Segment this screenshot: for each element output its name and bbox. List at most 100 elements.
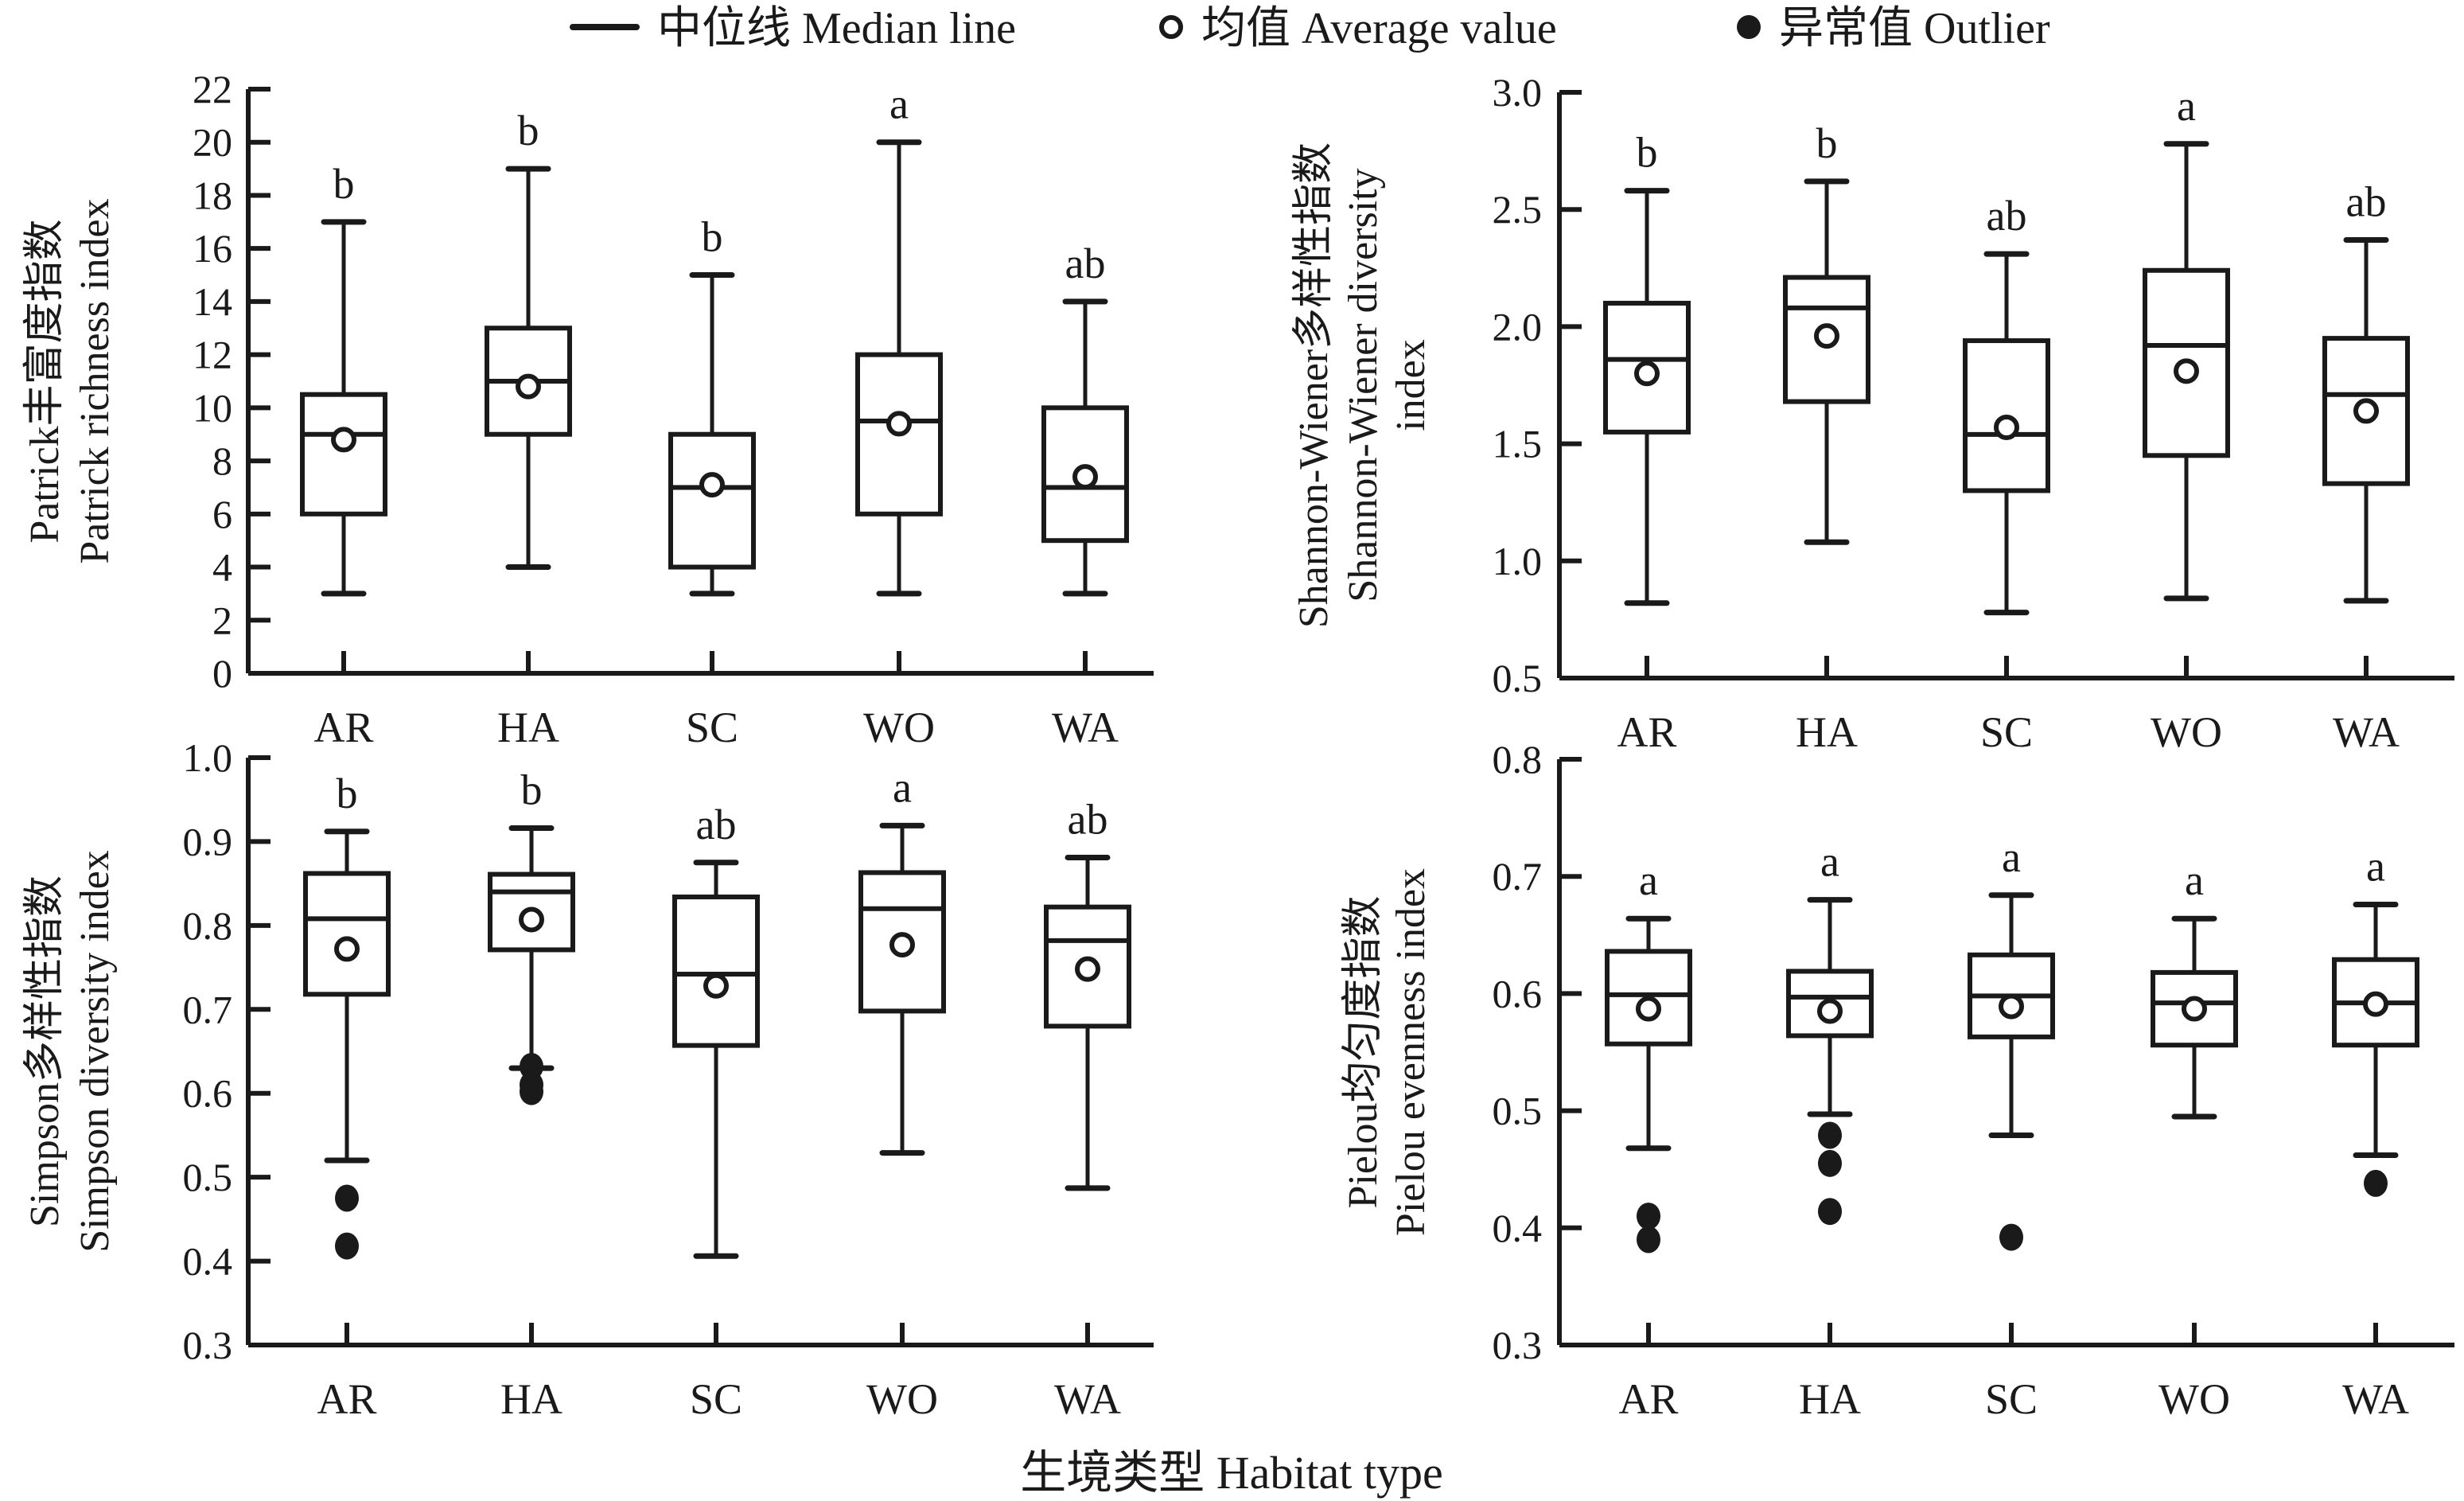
mean-marker: [516, 373, 541, 400]
y-tick-label: 0.6: [1493, 971, 1543, 1016]
significance-label: a: [2185, 856, 2204, 904]
box-wo: a: [855, 80, 943, 597]
box-wa: a: [2332, 843, 2419, 1197]
y-tick-label: 16: [193, 226, 232, 271]
y-tick-label: 20: [193, 120, 232, 165]
x-tick-label-sc: SC: [690, 1375, 742, 1423]
significance-label: a: [2177, 82, 2196, 130]
y-tick-label: 0: [212, 651, 232, 696]
y-tick-label: 0.3: [183, 1323, 233, 1367]
y-axis-label-en-line2: index: [1388, 339, 1434, 431]
box-sc: b: [668, 213, 756, 597]
y-tick-label: 0.7: [1493, 854, 1543, 899]
box-wo: a: [2143, 82, 2230, 602]
x-tick-label-wo: WO: [2158, 1375, 2230, 1423]
iqr-box: [2151, 969, 2238, 1048]
mean-marker: [1814, 323, 1839, 349]
significance-label: b: [333, 160, 355, 208]
outlier-point: [1637, 1203, 1660, 1230]
x-tick-label-ar: AR: [1617, 708, 1676, 756]
significance-label: ab: [1068, 795, 1108, 843]
box-ar: b: [1603, 129, 1691, 606]
box-wa: ab: [1044, 795, 1131, 1191]
outlier-point: [1818, 1198, 1842, 1226]
box-ha: b: [488, 766, 575, 1105]
y-axis-label-cn: Pielou均匀度指数: [1341, 896, 1386, 1209]
box-ha: b: [1783, 119, 1870, 545]
x-tick-label-sc: SC: [1985, 1375, 2038, 1423]
y-tick-label: 0.4: [1493, 1206, 1543, 1250]
y-tick-label: 2: [212, 598, 232, 642]
y-tick-label: 0.4: [183, 1239, 233, 1284]
y-axis-label-en: Patrick richness index: [72, 198, 118, 563]
panel-patrick: 0 2 4 6 8 10 12 14 16 18 20 22 Patrick丰富度指数 Patrick r…: [22, 67, 1154, 751]
iqr-box: [668, 431, 756, 570]
significance-label: a: [2002, 833, 2021, 881]
outlier-point: [1637, 1226, 1660, 1253]
x-tick-label-wo: WO: [866, 1375, 938, 1423]
panel-simpson: 0.3 0.4 0.5 0.6 0.7 0.8 0.9 1.0 Simpson多样性指数 Simp…: [22, 735, 1154, 1423]
y-tick-label: 18: [193, 173, 232, 217]
box-wo: a: [2151, 856, 2238, 1120]
box-ha: a: [1786, 838, 1874, 1226]
iqr-box: [303, 871, 391, 997]
y-tick-label: 0.7: [183, 987, 233, 1031]
box-sc: ab: [1963, 192, 2050, 616]
outlier-point: [2364, 1169, 2388, 1197]
iqr-box: [672, 895, 760, 1048]
y-tick-label: 0.9: [183, 819, 233, 864]
legend: 中位线 Median line 均值 Average value 异常值 Out…: [570, 4, 2050, 53]
y-tick-label: 10: [193, 385, 232, 430]
box-wa: ab: [1041, 240, 1129, 597]
iqr-box: [1605, 949, 1692, 1047]
y-axis-label-cn: Shannon-Wiener多样性指数: [1291, 142, 1337, 628]
mean-marker: [1072, 464, 1098, 490]
mean-marker: [1636, 996, 1661, 1022]
x-tick-label-ar: AR: [313, 704, 373, 751]
mean-marker: [703, 973, 729, 999]
outlier-point: [1818, 1121, 1842, 1149]
significance-label: a: [1639, 856, 1658, 904]
y-tick-label: 4: [212, 545, 232, 590]
legend-mean-circle-icon: [1159, 15, 1183, 39]
y-tick-label: 12: [193, 333, 232, 377]
mean-marker: [519, 906, 544, 933]
box-wa: ab: [2322, 177, 2410, 604]
significance-label: ab: [1987, 192, 2027, 240]
legend-outlier-label: 异常值 Outlier: [1779, 4, 2050, 53]
mean-marker: [1075, 956, 1100, 982]
x-tick-label-sc: SC: [1980, 708, 2033, 756]
y-axis-label-cn: Simpson多样性指数: [22, 875, 68, 1227]
mean-marker: [1994, 414, 2019, 440]
x-tick-label-ha: HA: [497, 704, 559, 751]
x-tick-label-ar: AR: [317, 1375, 376, 1423]
y-axis-label-en: Pielou evenness index: [1388, 868, 1434, 1236]
significance-label: ab: [1065, 240, 1106, 287]
y-tick-label: 0.3: [1493, 1323, 1543, 1367]
mean-marker: [331, 427, 356, 453]
panel-pielou: 0.3 0.4 0.5 0.6 0.7 0.8 Pielou均匀度指数 Pielou even…: [1341, 737, 2454, 1423]
x-tick-label-ha: HA: [500, 1375, 562, 1423]
outlier-point: [520, 1078, 543, 1105]
y-axis-label-en: Simpson diversity index: [72, 850, 118, 1253]
box-wo: a: [858, 763, 946, 1156]
significance-label: a: [889, 80, 909, 128]
y-tick-label: 2.5: [1493, 187, 1543, 232]
x-tick-label-wa: WA: [2342, 1375, 2409, 1423]
panel-shannon: 0.5 1.0 1.5 2.0 2.5 3.0 Shannon-Wiener多样性指数 Sha…: [1291, 70, 2454, 756]
x-tick-label-wo: WO: [863, 704, 935, 751]
y-tick-label: 1.0: [183, 735, 233, 780]
x-tick-label-wa: WA: [1054, 1375, 1121, 1423]
significance-label: a: [893, 763, 912, 811]
y-tick-label: 22: [193, 67, 232, 111]
y-axis-label-cn: Patrick丰富度指数: [22, 219, 68, 543]
y-tick-label: 1.0: [1493, 539, 1543, 583]
x-tick-label-ar: AR: [1618, 1375, 1678, 1423]
mean-marker: [1634, 361, 1660, 387]
x-tick-label-ha: HA: [1799, 1375, 1861, 1423]
mean-marker: [2182, 996, 2207, 1022]
outlier-point: [335, 1232, 359, 1260]
y-tick-label: 0.5: [183, 1155, 233, 1199]
y-tick-label: 0.5: [1493, 1089, 1543, 1133]
